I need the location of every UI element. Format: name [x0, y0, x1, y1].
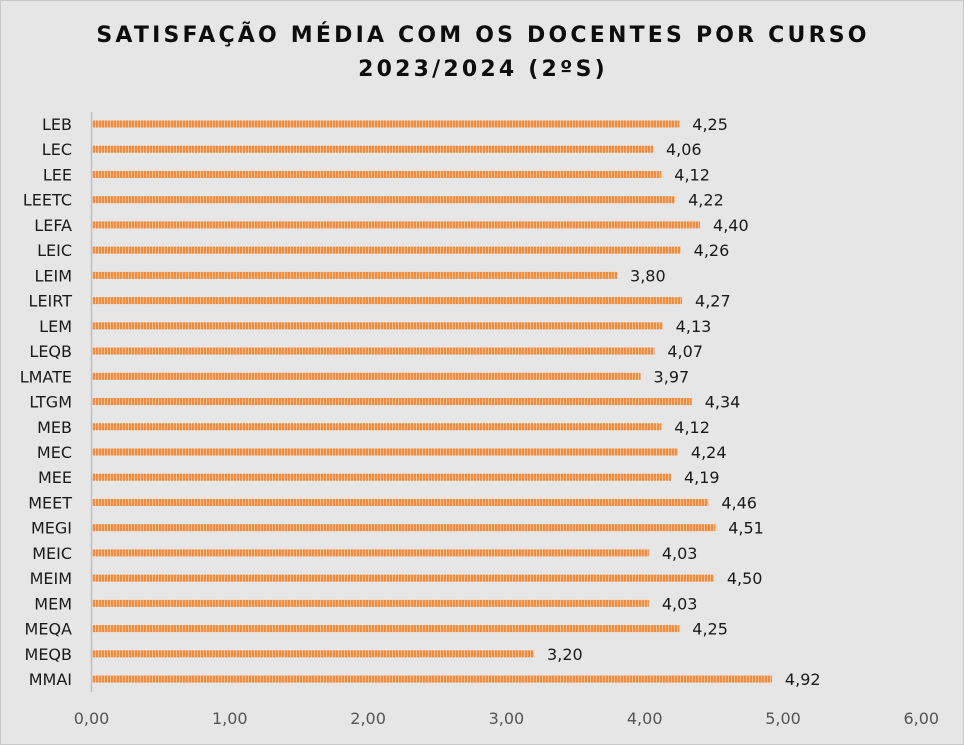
bar [92, 221, 701, 229]
data-label: 4,03 [662, 594, 698, 613]
bar [92, 297, 683, 305]
bar [92, 170, 662, 178]
bar [92, 347, 655, 355]
bar [92, 498, 709, 506]
data-label: 4,40 [713, 216, 749, 235]
bar [92, 196, 676, 204]
data-label: 3,20 [547, 645, 583, 664]
data-label: 4,34 [705, 393, 741, 412]
bar [92, 599, 649, 607]
category-label: LEM [39, 317, 72, 336]
bar [92, 423, 662, 431]
data-label: 4,07 [667, 342, 703, 361]
data-label: 4,06 [666, 140, 702, 159]
category-label: LEFA [34, 216, 72, 235]
category-label: MEET [28, 493, 72, 512]
data-label: 3,97 [654, 367, 690, 386]
bar [92, 398, 692, 406]
bar [92, 473, 671, 481]
data-label: 4,51 [728, 519, 764, 538]
bar [92, 625, 680, 633]
x-tick-label: 3,00 [489, 709, 525, 728]
category-label: LEE [43, 165, 72, 184]
bar [92, 372, 641, 380]
bar [92, 246, 681, 254]
data-label: 4,12 [674, 165, 710, 184]
category-label: MMAI [29, 670, 72, 689]
category-label: LEQB [29, 342, 72, 361]
category-label: LEB [42, 115, 72, 134]
category-label: LEIM [34, 266, 72, 285]
bar [92, 271, 618, 279]
data-label: 4,25 [692, 620, 728, 639]
x-tick-label: 1,00 [212, 709, 248, 728]
category-label: MEB [37, 418, 72, 437]
data-label: 4,26 [694, 241, 730, 260]
data-label: 4,46 [721, 493, 757, 512]
category-label: MEGI [31, 519, 72, 538]
x-tick-label: 4,00 [627, 709, 663, 728]
data-label: 4,25 [692, 115, 728, 134]
data-label: 4,19 [684, 468, 720, 487]
chart-title-line-2: 2023/2024 (2ºS) [358, 57, 608, 82]
category-label: MEE [38, 468, 72, 487]
x-tick-label: 5,00 [765, 709, 801, 728]
category-label: LTGM [29, 393, 72, 412]
category-label: LEIC [37, 241, 72, 260]
x-tick-label: 0,00 [74, 709, 110, 728]
data-label: 4,24 [691, 443, 727, 462]
data-label: 4,27 [695, 292, 731, 311]
category-label: LEC [42, 140, 72, 159]
category-label: MEIC [32, 544, 72, 563]
bar [92, 650, 535, 658]
data-label: 4,12 [674, 418, 710, 437]
x-tick-label: 6,00 [903, 709, 939, 728]
data-label: 3,80 [630, 266, 666, 285]
bar [92, 145, 653, 153]
bar [92, 675, 772, 683]
category-label: MEQB [25, 645, 72, 664]
data-label: 4,50 [727, 569, 763, 588]
chart-title-line-1: SATISFAÇÃO MÉDIA COM OS DOCENTES POR CUR… [96, 23, 870, 48]
category-label: LEIRT [29, 292, 73, 311]
bar [92, 322, 663, 330]
data-label: 4,03 [662, 544, 698, 563]
category-label: MEC [37, 443, 72, 462]
data-label: 4,92 [785, 670, 821, 689]
bar [92, 120, 680, 128]
category-label: LEETC [23, 191, 72, 210]
bar [92, 524, 716, 532]
x-tick-label: 2,00 [350, 709, 386, 728]
bar [92, 574, 714, 582]
bar [92, 448, 678, 456]
data-label: 4,13 [676, 317, 712, 336]
category-label: MEQA [25, 620, 73, 639]
bar [92, 549, 649, 557]
category-label: MEIM [30, 569, 72, 588]
category-label: MEM [34, 594, 72, 613]
category-label: LMATE [20, 367, 72, 386]
data-label: 4,22 [688, 191, 724, 210]
